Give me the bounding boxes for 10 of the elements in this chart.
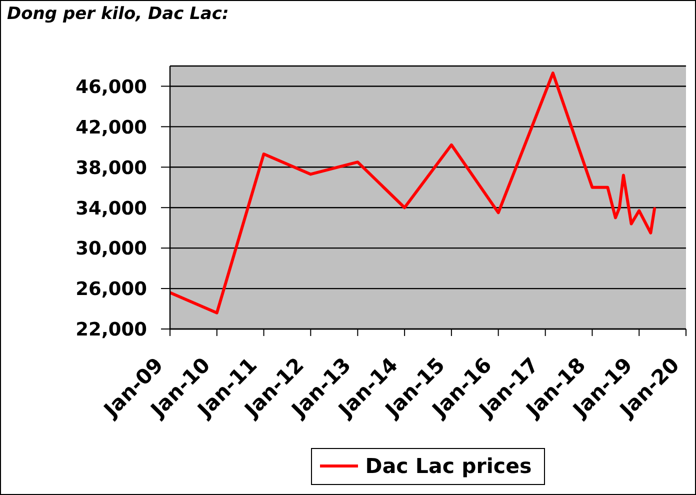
y-tick-label: 34,000 [76,198,147,220]
line-series [170,72,656,314]
chart-title: Dong per kilo, Dac Lac: [7,4,229,24]
y-tick-label: 26,000 [76,279,147,300]
y-tick-label: 30,000 [76,238,147,260]
y-tick-label: 22,000 [76,320,147,341]
y-tick-label: 42,000 [76,117,147,138]
y-tick-label: 46,000 [76,76,147,98]
legend-label: Dac Lac prices [365,454,532,478]
y-tick-label: 38,000 [76,158,147,179]
